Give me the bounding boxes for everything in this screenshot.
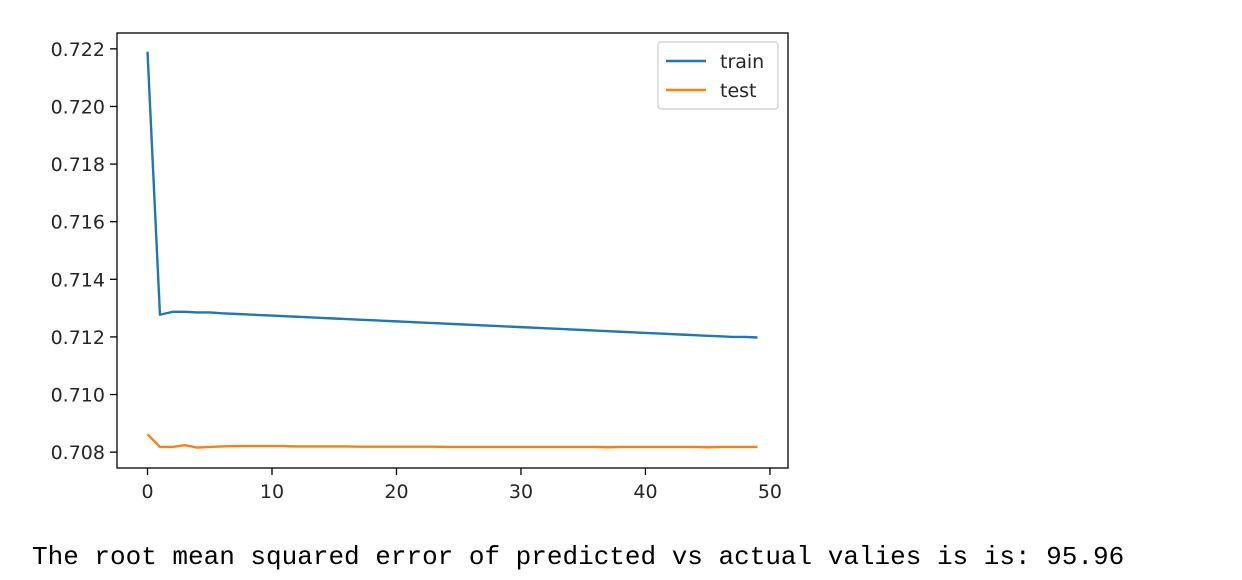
loss-line-chart: 0.708 0.710 0.712 0.714 0.716 0.718 0.720 0.722… xyxy=(51,32,789,503)
plot-frame xyxy=(116,32,789,469)
x-tick-label: 40 xyxy=(633,481,657,503)
legend-label-train: train xyxy=(720,51,764,73)
y-tick-label: 0.712 xyxy=(51,327,105,349)
x-axis-ticks: 0 10 20 30 40 50 xyxy=(141,468,782,503)
y-tick-label: 0.716 xyxy=(51,212,105,234)
legend-label-test: test xyxy=(720,80,757,102)
rmse-output-text: The root mean squared error of predicted… xyxy=(32,542,1125,572)
y-tick-label: 0.708 xyxy=(51,442,105,464)
x-tick-label: 0 xyxy=(141,481,153,503)
legend-box xyxy=(657,41,779,110)
x-tick-label: 30 xyxy=(509,481,533,503)
y-tick-label: 0.718 xyxy=(51,154,105,176)
legend: train test xyxy=(657,41,779,110)
y-tick-label: 0.710 xyxy=(51,385,105,407)
x-tick-label: 10 xyxy=(260,481,284,503)
x-tick-label: 50 xyxy=(758,481,782,503)
y-tick-label: 0.722 xyxy=(51,39,105,61)
y-tick-label: 0.714 xyxy=(51,269,105,291)
series-lines xyxy=(146,51,758,449)
series-line-train xyxy=(146,51,758,339)
series-line-test xyxy=(146,433,758,449)
y-axis-ticks: 0.708 0.710 0.712 0.714 0.716 0.718 0.720 0.722 xyxy=(51,39,117,464)
x-tick-label: 20 xyxy=(384,481,408,503)
y-tick-label: 0.720 xyxy=(51,96,105,118)
